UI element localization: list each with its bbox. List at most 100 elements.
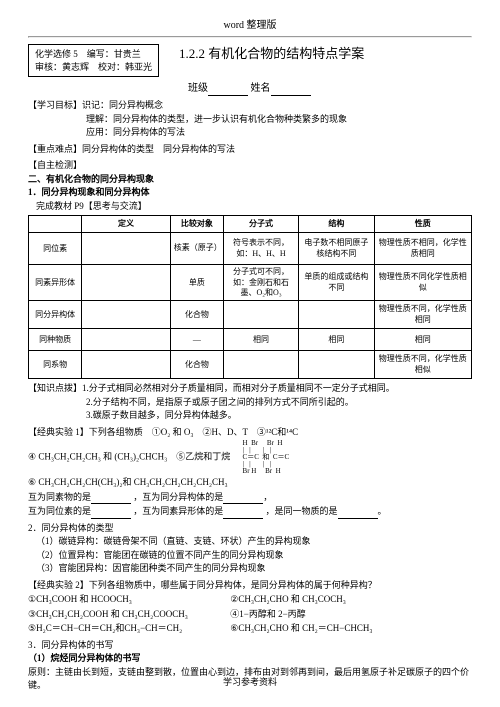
ex1-q1: 互为同素物的是 ，互为同分异构体的是，: [28, 491, 472, 505]
type-2: （2）位置异构：官能团在碳链的位置不同产生的同分异构现象: [36, 549, 472, 563]
th-5: 性质: [374, 216, 472, 233]
goals-l3: 应用：同分异构体的写法: [86, 126, 472, 140]
title-row: 化学选修 5 编写：甘贵兰 审核：黄志辉 校对：韩亚光 1.2.2 有机化合物的…: [28, 44, 472, 77]
ex2-row2: ③CH₃CH₂CH₂COOH 和 CH₃CH₂COOCH₃ ④1−丙醇和 2−丙…: [28, 608, 472, 622]
cell: 化合物: [170, 351, 223, 379]
ex1-q2a: 互为同位素的是: [28, 506, 91, 516]
ex2-i5b: ⑥CH₃CH₂CHO 和 CH₂＝CH−CHCH₃: [230, 623, 372, 633]
ex1-q: 下列各组物质 ①O₂ 和 O₃ ②H、D、T ③¹²C和¹⁴C: [89, 427, 298, 437]
cell: 相同: [374, 329, 472, 351]
kp-l3: 3.碳原子数目越多，同分异构体越多。: [86, 409, 472, 423]
keypt-label: 【重点难点】: [28, 144, 82, 154]
section-h2: 二、有机化合物的同分异构现象: [28, 173, 472, 187]
kp-l2: 2.分子结构不同，是指原子或原子团之间的排列方式不同所引起的。: [86, 396, 472, 410]
cell: 电子数不相同原子核结构不同: [299, 233, 374, 265]
goals-l1: 识记：同分异构概念: [82, 100, 163, 110]
class-label: 班级: [188, 83, 208, 94]
ex2-i3: ③CH₃CH₂CH₂COOH 和 CH₃CH₂COOCH₃: [28, 608, 228, 622]
cell: 物理性质不同化学性质相似: [374, 265, 472, 301]
page-footer: 学习参考资料: [0, 676, 500, 690]
cell: 化合物: [170, 301, 223, 329]
cell: [82, 351, 171, 379]
keypoint: 【重点难点】同分异构体的类型 同分异构体的写法: [28, 143, 472, 157]
section-h3: 1．同分异构现象和同分异构体: [28, 186, 472, 200]
ex2-i1: ①CH₃COOH 和 HCOOCH₃: [28, 593, 228, 607]
th-0: [29, 216, 82, 233]
info-box: 化学选修 5 编写：甘贵兰 审核：黄志辉 校对：韩亚光: [28, 44, 159, 77]
cell: 分子式可不同，如：金刚石和石墨、O₂和O₃: [223, 265, 298, 301]
blank: [223, 494, 263, 504]
knowledge-point: 【知识点拨】1.分子式相同必然相对分子质量相同，而相对分子质量相同不一定分子式相…: [28, 382, 472, 423]
cell: 物理性质不同，化学性质相同: [374, 301, 472, 329]
ex1-q1a: 互为同素物的是: [28, 492, 91, 502]
info-line1: 化学选修 5 编写：甘贵兰: [35, 48, 152, 61]
cell: [82, 301, 171, 329]
exercise-2: 【经典实验 2】下列各组物质中，哪些属于同分异构体，是同分异构体的属于何种异构？…: [28, 579, 472, 636]
cell: 同系物: [29, 351, 82, 379]
h5: 3．同分异构体的书写: [28, 639, 472, 653]
cell: 同素异形体: [29, 265, 82, 301]
cell: 符号表示不同，如：H、H、H: [223, 233, 298, 265]
ex2-row1: ①CH₃COOH 和 HCOOCH₃ ②CH₃CH₂CHO 和 CH₃COCH₃: [28, 593, 472, 607]
cell: 物理性质不相同，化学性质相同: [374, 233, 472, 265]
name-label: 姓名: [251, 83, 271, 94]
cell: [223, 301, 298, 329]
table-row: 同素异形体 单质 分子式可不同，如：金刚石和石墨、O₂和O₃ 单质的组成或结构不…: [29, 265, 472, 301]
blank: [223, 509, 263, 519]
exercise-1: 【经典实验 1】下列各组物质 ①O₂ 和 O₃ ②H、D、T ③¹²C和¹⁴C …: [28, 426, 472, 519]
types-heading: 2．同分异构体的类型: [28, 522, 472, 536]
page-header: word 整理版: [28, 18, 472, 33]
self-check-label: 【自主检测】: [28, 159, 472, 173]
h6: （1）烷烃同分异构体的书写: [28, 652, 472, 666]
p9: 完成教材 P9【思考与交流】: [36, 200, 472, 214]
cell: [299, 301, 374, 329]
kp-label: 【知识点拨】: [28, 383, 82, 393]
cell: [82, 233, 171, 265]
th-4: 结构: [299, 216, 374, 233]
ex1-l4: ④ CH₃CH₂CH₂CH₃ 和 (CH₃)₂CHCH₃ ⑤乙烷和丁烷 H Br…: [28, 440, 472, 475]
struct-formula-icon: H Br Br H| | | |C＝C 和 C＝C| | | |Br H Br …: [243, 440, 290, 475]
header-rule: [28, 36, 472, 38]
cell: 同位素: [29, 233, 82, 265]
table-row: 同分异构体 化合物 物理性质不同，化学性质相同: [29, 301, 472, 329]
cell: [82, 329, 171, 351]
table-row: 同系物 化合物 物理性质不同，化学性质相似: [29, 351, 472, 379]
cell: [82, 265, 171, 301]
name-blank: [271, 86, 311, 96]
th-1: 定义: [82, 216, 171, 233]
ex2-i2: ②CH₃CH₂CHO 和 CH₃COCH₃: [230, 594, 346, 604]
cell: 同种物质: [29, 329, 82, 351]
ex2-label: 【经典实验 2】: [28, 580, 89, 590]
ex2-q: 下列各组物质中，哪些属于同分异构体，是同分异构体的属于何种异构？: [89, 580, 377, 590]
blank: [338, 509, 378, 519]
cell: 物理性质不同，化学性质相似: [374, 351, 472, 379]
table-row: 同种物质 — 相同 相同 相同: [29, 329, 472, 351]
type-1: （1）碳链异构：碳链骨架不同（直链、支链、环状）产生的异构现象: [36, 535, 472, 549]
class-line: 班级 姓名: [188, 81, 472, 96]
type-3: （3）官能团异构：因官能团种类不同产生的同分异构现象: [36, 562, 472, 576]
kp-l1: 1.分子式相同必然相对分子质量相同，而相对分子质量相同不一定分子式相同。: [82, 383, 395, 393]
table-row: 同位素 核素（原子） 符号表示不同，如：H、H、H 电子数不相同原子核结构不同 …: [29, 233, 472, 265]
cell: [223, 351, 298, 379]
keypt-txt: 同分异构体的类型 同分异构体的写法: [82, 144, 235, 154]
ex2-i4: ④1−丙醇和 2−丙醇: [230, 609, 305, 619]
ex2-row3: ⑤H₂C＝CH−CH＝CH₂和CH₃−CH＝CH₂ ⑥CH₃CH₂CHO 和 C…: [28, 622, 472, 636]
goals-l2: 理解：同分异构体的类型，进一步认识有机化合物种类繁多的现象: [86, 113, 472, 127]
goals: 【学习目标】识记：同分异构概念 理解：同分异构体的类型，进一步认识有机化合物种类…: [28, 99, 472, 140]
cell: 相同: [299, 329, 374, 351]
cell: [299, 351, 374, 379]
ex1-label: 【经典实验 1】: [28, 427, 89, 437]
ex1-l4-txt: ④ CH₃CH₂CH₂CH₃ 和 (CH₃)₂CHCH₃ ⑤乙烷和丁烷: [28, 452, 230, 462]
th-3: 分子式: [223, 216, 298, 233]
cell: 同分异构体: [29, 301, 82, 329]
ex1-q2b: ，互为同素异形体的是: [133, 506, 223, 516]
table-header-row: 定义 比较对象 分子式 结构 性质: [29, 216, 472, 233]
ex1-q1b: ，互为同分异构体的是: [133, 492, 223, 502]
ex1-q2c: ，是同一物质的是: [266, 506, 338, 516]
cell: 相同: [223, 329, 298, 351]
main-title: 1.2.2 有机化合物的结构特点学案: [179, 44, 364, 64]
ex2-i5a: ⑤H₂C＝CH−CH＝CH₂和CH₃−CH＝CH₂: [28, 622, 228, 636]
blank: [91, 494, 131, 504]
th-2: 比较对象: [170, 216, 223, 233]
comparison-table: 定义 比较对象 分子式 结构 性质 同位素 核素（原子） 符号表示不同，如：H、…: [28, 215, 472, 379]
